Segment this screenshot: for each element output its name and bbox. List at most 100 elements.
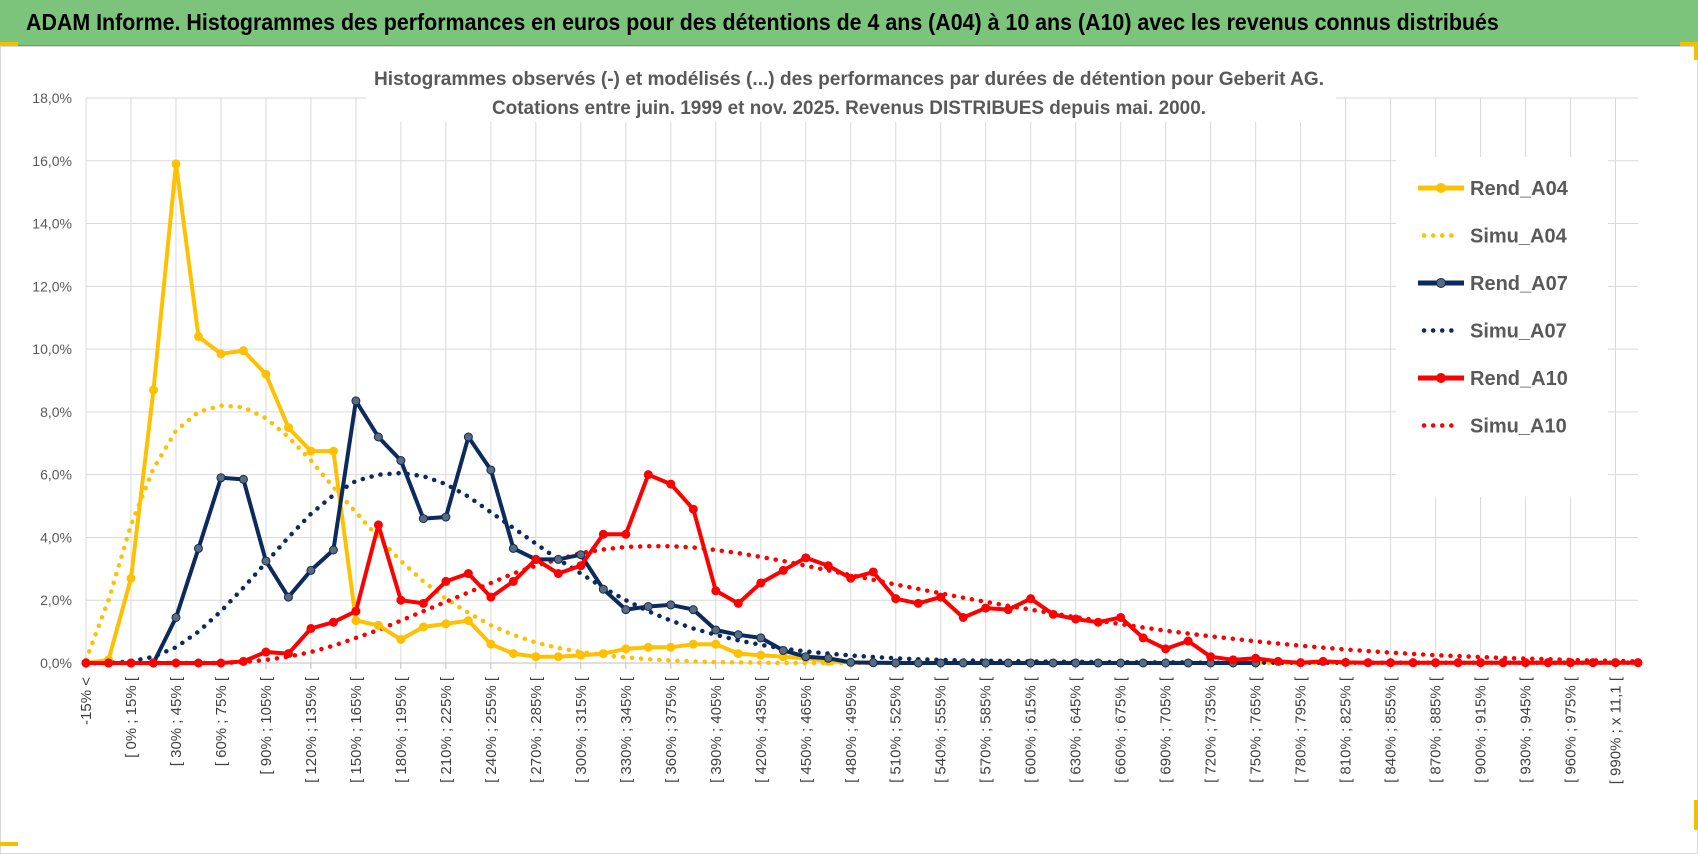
data-point-Rend_A10 [1273, 656, 1283, 666]
data-point-Rend_A10 [193, 658, 203, 668]
data-point-Rend_A04 [306, 446, 316, 456]
series-markers-Rend_A10 [81, 470, 1643, 668]
series-line-Rend_A10 [84, 472, 1640, 665]
data-point-Rend_A10 [981, 603, 991, 613]
data-point-Rend_A10 [1611, 658, 1621, 668]
x-tick-label: [ 600% ; 615% [ [1023, 676, 1040, 783]
y-tick-label: 4,0% [40, 529, 72, 545]
data-point-Rend_A04 [216, 349, 226, 359]
x-tick-label: [ 120% ; 135% [ [303, 676, 320, 783]
data-point-Rend_A10 [531, 554, 541, 564]
data-point-Rend_A10 [1183, 636, 1193, 646]
data-point-Rend_A10 [1588, 658, 1598, 668]
x-tick-label: [ 420% ; 435% [ [753, 676, 770, 783]
x-tick-label: [ 240% ; 255% [ [483, 676, 500, 783]
data-point-Rend_A10 [868, 567, 878, 577]
x-tick-label: [ 990% ; x 11,1 [ [1608, 676, 1625, 784]
x-tick-label: [ 210% ; 225% [ [438, 676, 455, 783]
data-point-Rend_A10 [1521, 658, 1531, 668]
data-point-Rend_A04 [126, 573, 136, 583]
data-point-Rend_A07 [463, 432, 473, 442]
data-point-Rend_A07 [1026, 658, 1036, 668]
data-point-Rend_A10 [621, 529, 631, 539]
x-tick-label: [ 750% ; 765% [ [1248, 676, 1265, 783]
series-line-Simu_A07 [83, 470, 1641, 666]
data-point-Rend_A07 [1093, 658, 1103, 668]
data-point-Rend_A07 [216, 473, 226, 483]
data-point-Rend_A07 [373, 432, 383, 442]
data-point-Rend_A07 [418, 514, 428, 524]
x-tick-label: [ 150% ; 165% [ [348, 676, 365, 783]
data-point-Rend_A07 [778, 645, 788, 655]
data-point-Rend_A10 [148, 658, 158, 668]
report-title: ADAM Informe. Histogrammes des performan… [26, 9, 1499, 35]
data-point-Rend_A10 [643, 470, 653, 480]
legend-box [1396, 157, 1608, 497]
data-point-Rend_A07 [598, 584, 608, 594]
corner-mark-bl [0, 842, 18, 846]
data-point-Rend_A10 [598, 529, 608, 539]
x-tick-label: [ 570% ; 585% [ [978, 676, 995, 783]
data-point-Rend_A10 [1228, 655, 1238, 665]
data-point-Rend_A04 [328, 446, 338, 456]
data-point-Rend_A10 [1543, 658, 1553, 668]
corner-mark-tr-v [1694, 42, 1698, 60]
data-point-Rend_A07 [688, 605, 698, 615]
data-point-Rend_A04 [733, 649, 743, 659]
data-point-Rend_A10 [1363, 658, 1373, 668]
data-point-Rend_A10 [486, 592, 496, 602]
data-point-Rend_A10 [1476, 658, 1486, 668]
data-point-Rend_A10 [1633, 658, 1643, 668]
chart-title-box [366, 62, 1336, 122]
data-point-Rend_A07 [486, 465, 496, 475]
x-tick-label: [ 720% ; 735% [ [1203, 676, 1220, 783]
data-point-Rend_A07 [801, 652, 811, 662]
legend-marker-Rend_A04 [1436, 183, 1446, 193]
data-point-Rend_A07 [1116, 658, 1126, 668]
data-point-Rend_A04 [441, 619, 451, 629]
data-point-Rend_A10 [261, 647, 271, 657]
data-point-Rend_A07 [981, 658, 991, 668]
data-point-Rend_A10 [463, 569, 473, 579]
x-tick-label: [ 180% ; 195% [ [393, 676, 410, 783]
data-point-Rend_A10 [1161, 644, 1171, 654]
data-point-Rend_A10 [1206, 652, 1216, 662]
data-point-Rend_A10 [666, 479, 676, 489]
legend-label-Simu_A04: Simu_A04 [1470, 226, 1568, 248]
data-point-Rend_A10 [801, 553, 811, 563]
data-point-Rend_A07 [756, 633, 766, 643]
x-tick-label: [ 900% ; 915% [ [1473, 676, 1490, 783]
x-tick-label: [ 930% ; 945% [ [1518, 676, 1535, 783]
data-point-Rend_A10 [81, 658, 91, 668]
data-point-Rend_A04 [238, 346, 248, 356]
x-tick-label: [ 660% ; 675% [ [1113, 676, 1130, 783]
data-point-Rend_A04 [531, 652, 541, 662]
x-tick-label: [ 90% ; 105% [ [258, 676, 275, 774]
data-point-Rend_A10 [778, 565, 788, 575]
data-point-Rend_A04 [576, 650, 586, 660]
title-banner: ADAM Informe. Histogrammes des performan… [0, 0, 1698, 46]
x-tick-label: [ 60% ; 75% [ [213, 676, 230, 766]
data-point-Rend_A07 [711, 625, 721, 635]
data-point-Rend_A07 [396, 456, 406, 466]
legend-label-Simu_A07: Simu_A07 [1470, 321, 1567, 343]
data-point-Rend_A10 [1093, 617, 1103, 627]
legend-marker-Rend_A10 [1436, 373, 1446, 383]
data-point-Rend_A04 [666, 642, 676, 652]
data-point-Rend_A04 [193, 332, 203, 342]
data-point-Rend_A07 [508, 543, 518, 553]
data-point-Rend_A10 [1296, 658, 1306, 668]
data-point-Rend_A10 [171, 658, 181, 668]
data-point-Rend_A07 [1138, 658, 1148, 668]
data-point-Rend_A10 [216, 658, 226, 668]
data-point-Rend_A07 [846, 657, 856, 667]
data-point-Rend_A07 [193, 543, 203, 553]
data-point-Rend_A04 [598, 649, 608, 659]
data-point-Rend_A10 [1341, 657, 1351, 667]
y-tick-label: 12,0% [32, 278, 72, 294]
y-tick-label: 18,0% [32, 90, 72, 106]
x-tick-label: [ 870% ; 885% [ [1428, 676, 1445, 783]
chart-subtitle: Cotations entre juin. 1999 et nov. 2025.… [492, 98, 1206, 119]
data-point-Rend_A07 [1003, 658, 1013, 668]
data-point-Rend_A04 [148, 385, 158, 395]
